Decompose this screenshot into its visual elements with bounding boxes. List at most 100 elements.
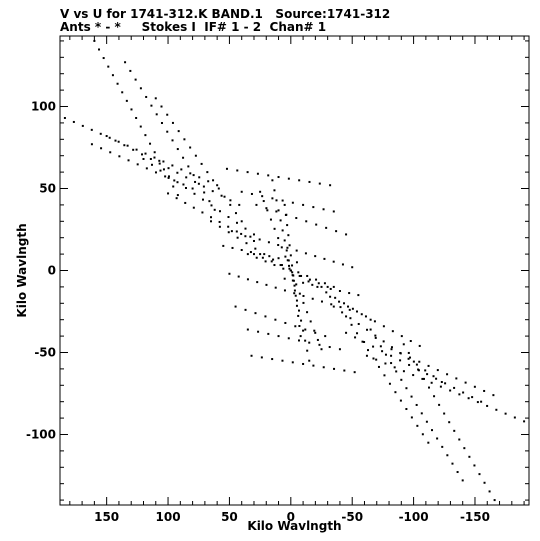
plot-frame xyxy=(59,35,530,506)
uv-point xyxy=(304,252,307,255)
x-tick-label: -50 xyxy=(341,510,363,524)
uv-point xyxy=(295,304,298,307)
uv-point xyxy=(440,381,443,384)
uv-point xyxy=(420,412,423,415)
uv-point xyxy=(246,171,249,174)
uv-point xyxy=(210,204,213,207)
uv-point xyxy=(433,395,436,398)
uv-point xyxy=(264,260,267,263)
uv-point xyxy=(480,400,483,403)
uv-point xyxy=(192,174,195,177)
uv-point xyxy=(235,230,238,233)
uv-point xyxy=(332,260,335,263)
uv-point xyxy=(252,233,255,236)
uv-point xyxy=(127,159,130,162)
uv-point xyxy=(220,194,223,197)
uv-point xyxy=(426,373,429,376)
uv-point xyxy=(202,185,205,188)
uv-point xyxy=(275,210,278,213)
uv-point xyxy=(323,282,326,285)
uv-point xyxy=(315,278,318,281)
uv-point xyxy=(208,200,211,203)
uv-point xyxy=(313,329,316,332)
uv-point xyxy=(341,263,344,266)
uv-point xyxy=(343,302,346,305)
uv-point xyxy=(351,307,354,310)
uv-point xyxy=(382,340,385,343)
uv-point xyxy=(281,229,284,232)
uv-point xyxy=(295,217,298,220)
uv-point xyxy=(302,294,305,297)
uv-point xyxy=(218,225,221,228)
uv-point xyxy=(312,206,315,209)
y-tick-label: 50 xyxy=(39,182,56,196)
uv-point xyxy=(280,246,283,249)
uv-point xyxy=(274,286,277,289)
uv-point xyxy=(360,313,363,316)
uv-point xyxy=(399,352,402,355)
uv-point xyxy=(259,253,262,256)
uv-point xyxy=(288,264,291,267)
uv-point xyxy=(231,246,234,249)
uv-point xyxy=(175,197,178,200)
uv-point xyxy=(326,285,329,288)
uv-point xyxy=(410,416,413,419)
uv-point xyxy=(255,203,258,206)
uv-point xyxy=(464,381,467,384)
uv-point xyxy=(488,490,491,493)
uv-point xyxy=(382,325,385,328)
uv-point xyxy=(353,371,356,374)
uv-point xyxy=(102,57,105,60)
uv-point xyxy=(286,259,289,262)
uv-point xyxy=(318,182,321,185)
uv-point xyxy=(314,331,317,334)
uv-point xyxy=(125,99,128,102)
uv-point xyxy=(134,78,137,81)
uv-point xyxy=(267,332,270,335)
uv-point xyxy=(285,249,288,252)
uv-point xyxy=(373,320,376,323)
data-points xyxy=(63,39,526,502)
uv-point xyxy=(93,39,96,42)
uv-point xyxy=(240,220,243,223)
uv-point xyxy=(176,181,179,184)
uv-point xyxy=(316,338,319,341)
uv-point xyxy=(153,156,156,159)
uv-point xyxy=(381,350,384,353)
uv-point xyxy=(257,330,260,333)
uv-point xyxy=(238,203,241,206)
x-tick-label: -100 xyxy=(399,510,429,524)
uv-point xyxy=(72,120,75,123)
uv-point xyxy=(194,154,197,157)
uv-point xyxy=(422,377,425,380)
uv-point xyxy=(283,239,286,242)
uv-point xyxy=(272,258,275,261)
uv-point xyxy=(446,373,449,376)
uv-point xyxy=(384,353,387,356)
uv-point xyxy=(329,287,332,290)
uv-point xyxy=(355,310,358,313)
uv-point xyxy=(374,336,377,339)
uv-point xyxy=(158,162,161,165)
uv-point xyxy=(269,218,272,221)
uv-point xyxy=(256,281,259,284)
uv-point xyxy=(234,305,237,308)
uv-point xyxy=(330,303,333,306)
uv-point xyxy=(486,404,489,407)
uv-point xyxy=(189,146,192,149)
uv-point xyxy=(345,315,348,318)
uv-point xyxy=(255,256,258,259)
uv-point xyxy=(295,261,298,264)
uv-point xyxy=(273,227,276,230)
uv-point xyxy=(328,346,331,349)
uv-point xyxy=(284,321,287,324)
uv-point xyxy=(400,378,403,381)
uv-point xyxy=(302,329,305,332)
uv-point xyxy=(154,97,157,100)
uv-point xyxy=(323,257,326,260)
uv-point xyxy=(306,274,309,277)
uv-point xyxy=(300,274,303,277)
uv-point xyxy=(478,473,481,476)
uv-point xyxy=(160,122,163,125)
uv-point xyxy=(267,241,270,244)
